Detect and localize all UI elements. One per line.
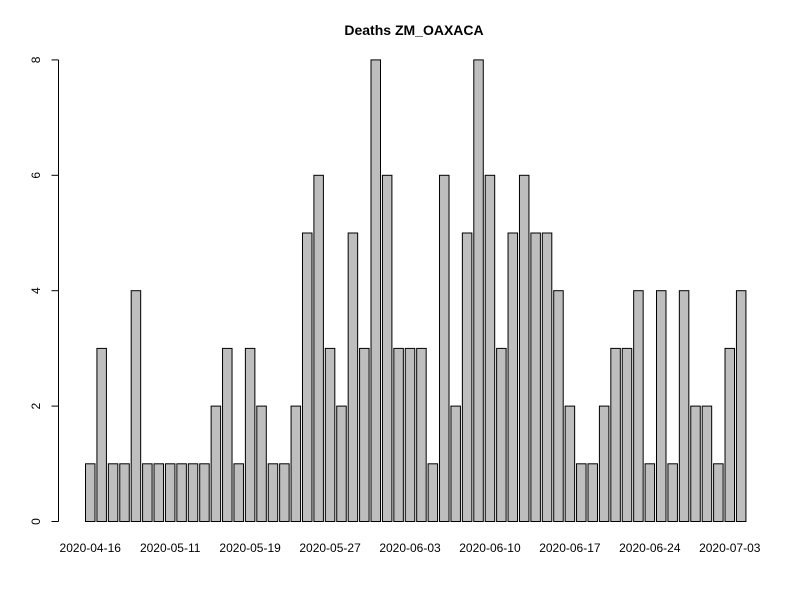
x-tick-label-5: 2020-06-10 — [459, 541, 521, 555]
bar-31 — [439, 174, 450, 523]
bar-25 — [370, 59, 381, 523]
bar-51 — [667, 463, 678, 522]
bar-15 — [256, 405, 267, 523]
bar-45 — [598, 405, 610, 523]
bar-4 — [130, 290, 142, 523]
bar-34 — [473, 59, 484, 523]
y-tick-label-4: 8 — [29, 56, 43, 63]
y-tick-label-3: 6 — [29, 172, 43, 179]
bar-13 — [233, 463, 244, 522]
bar-46 — [610, 347, 621, 522]
y-tick-label-1: 2 — [29, 402, 43, 409]
bar-33 — [461, 232, 473, 522]
bar-18 — [290, 405, 302, 523]
bar-47 — [621, 347, 633, 522]
y-axis: 0 2 4 6 8 — [29, 56, 59, 525]
bar-53 — [690, 405, 701, 523]
bar-39 — [530, 232, 541, 522]
bar-11 — [210, 405, 222, 523]
bar-49 — [644, 463, 656, 522]
y-tick-label-2: 4 — [29, 287, 43, 294]
bar-20 — [313, 174, 324, 523]
chart-title: Deaths ZM_OAXACA — [344, 22, 483, 38]
bar-50 — [656, 290, 667, 523]
x-tick-label-3: 2020-05-27 — [299, 541, 361, 555]
bar-28 — [404, 347, 416, 522]
bar-40 — [541, 232, 553, 522]
bar-23 — [347, 232, 359, 522]
bar-2 — [107, 463, 119, 522]
bar-44 — [587, 463, 598, 522]
bar-38 — [518, 174, 530, 523]
bar-14 — [244, 347, 256, 522]
bar-19 — [301, 232, 313, 522]
bar-12 — [222, 347, 233, 522]
bar-42 — [564, 405, 576, 523]
x-tick-label-1: 2020-05-11 — [140, 541, 201, 555]
bar-54 — [701, 405, 713, 523]
bar-32 — [450, 405, 461, 523]
x-tick-label-7: 2020-06-24 — [619, 541, 681, 555]
bar-7 — [164, 463, 176, 522]
bar-27 — [393, 347, 404, 522]
bar-36 — [496, 347, 507, 522]
bar-21 — [324, 347, 336, 522]
bar-26 — [381, 174, 393, 523]
x-tick-label-0: 2020-04-16 — [60, 541, 122, 555]
bar-17 — [279, 463, 290, 522]
x-tick-label-6: 2020-06-17 — [539, 541, 601, 555]
bar-8 — [176, 463, 187, 522]
x-axis-labels: 2020-04-16 2020-05-11 2020-05-19 2020-05-27… — [60, 541, 761, 555]
bar-3 — [119, 463, 130, 522]
bar-29 — [416, 347, 427, 522]
bar-5 — [142, 463, 153, 522]
bar-48 — [633, 290, 644, 523]
bar-22 — [336, 405, 347, 523]
bar-0 — [85, 463, 96, 522]
bar-10 — [199, 463, 210, 522]
bar-37 — [507, 232, 519, 522]
bar-1 — [96, 347, 107, 522]
bar-35 — [484, 174, 496, 523]
bar-43 — [576, 463, 587, 522]
bars-group — [85, 59, 747, 523]
y-tick-label-0: 0 — [29, 518, 43, 525]
bar-9 — [187, 463, 199, 522]
bar-57 — [735, 290, 747, 523]
bar-55 — [713, 463, 724, 522]
bar-16 — [267, 463, 279, 522]
x-tick-label-2: 2020-05-19 — [219, 541, 281, 555]
x-tick-label-4: 2020-06-03 — [379, 541, 441, 555]
x-tick-label-8: 2020-07-03 — [699, 541, 761, 555]
bar-52 — [678, 290, 690, 523]
bar-41 — [553, 290, 564, 523]
bar-6 — [153, 463, 165, 522]
bar-30 — [427, 463, 439, 522]
bar-24 — [359, 347, 370, 522]
bar-56 — [724, 347, 736, 522]
